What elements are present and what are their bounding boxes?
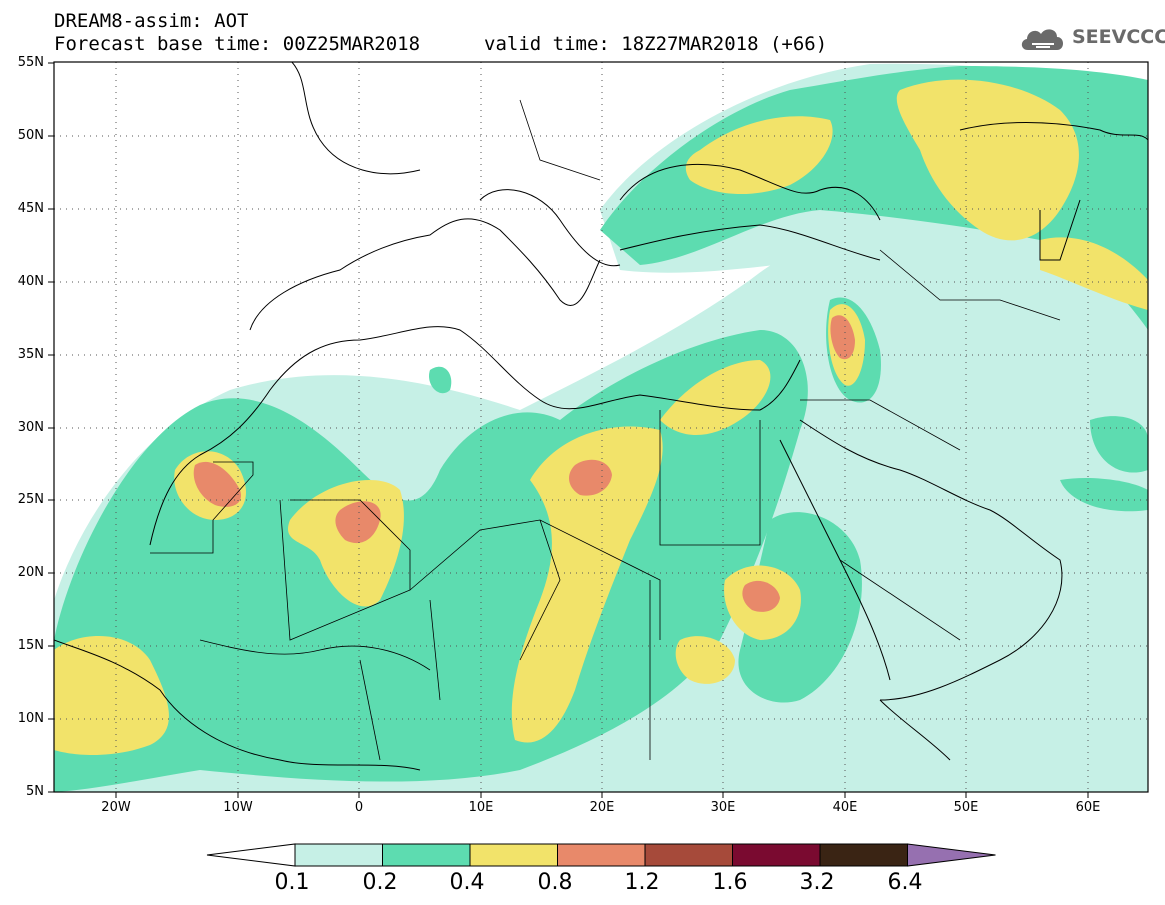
colorbar-low-arrow (206, 843, 296, 867)
colorbar-swatch (469, 843, 558, 867)
lat-label: 50N (17, 128, 44, 143)
lat-label: 20N (17, 565, 44, 580)
colorbar-swatch (644, 843, 733, 867)
lat-label: 10N (17, 711, 44, 726)
colorbar-label: 1.2 (624, 870, 660, 895)
colorbar-label: 0.1 (274, 870, 310, 895)
colorbar-high-arrow (907, 843, 996, 867)
lat-label: 15N (17, 638, 44, 653)
valid-time: valid time: 18Z27MAR2018 (+66) (484, 33, 828, 55)
map-gridlines (54, 62, 1148, 792)
colorbar-label: 0.4 (449, 870, 485, 895)
lon-label: 50E (953, 800, 979, 815)
colorbar-swatch (294, 843, 383, 867)
colorbar-label: 0.2 (362, 870, 398, 895)
lon-label: 10E (468, 800, 494, 815)
country-borders (150, 99, 1061, 761)
lat-label: 45N (17, 201, 44, 216)
map-frame (53, 61, 1149, 793)
lon-label: 10W (223, 800, 253, 815)
lon-label: 30E (710, 800, 736, 815)
lat-label: 25N (17, 492, 44, 507)
forecast-base-time: Forecast base time: 00Z25MAR2018 (54, 33, 421, 55)
colorbar-swatch (557, 843, 646, 867)
lat-label: 35N (17, 347, 44, 362)
lon-label: 60E (1075, 800, 1101, 815)
colorbar-label: 3.2 (799, 870, 835, 895)
colorbar-swatch (382, 843, 471, 867)
lat-label: 55N (17, 55, 44, 70)
logo-text: SEEVCCC (1072, 26, 1165, 48)
aot-fields (54, 62, 1148, 792)
lon-label: 20W (101, 800, 131, 815)
lon-label: 0 (354, 800, 364, 815)
axis-ticks (48, 62, 1089, 798)
aot-colorbar (206, 843, 996, 867)
aot-level-0-8 (193, 315, 855, 612)
colorbar-label: 1.6 (712, 870, 748, 895)
cloud-icon (1021, 29, 1063, 50)
seevccc-logo: SEEVCCC (1018, 22, 1165, 56)
coastlines (54, 62, 1148, 771)
lon-label: 20E (589, 800, 615, 815)
lat-label: 40N (17, 274, 44, 289)
colorbar-label: 6.4 (887, 870, 923, 895)
map-title: DREAM8-assim: AOT (54, 10, 249, 32)
lat-label: 30N (17, 420, 44, 435)
colorbar-swatch (819, 843, 908, 867)
lat-label: 5N (26, 784, 44, 799)
colorbar-label: 0.8 (537, 870, 573, 895)
lon-label: 40E (832, 800, 858, 815)
colorbar-swatch (732, 843, 821, 867)
